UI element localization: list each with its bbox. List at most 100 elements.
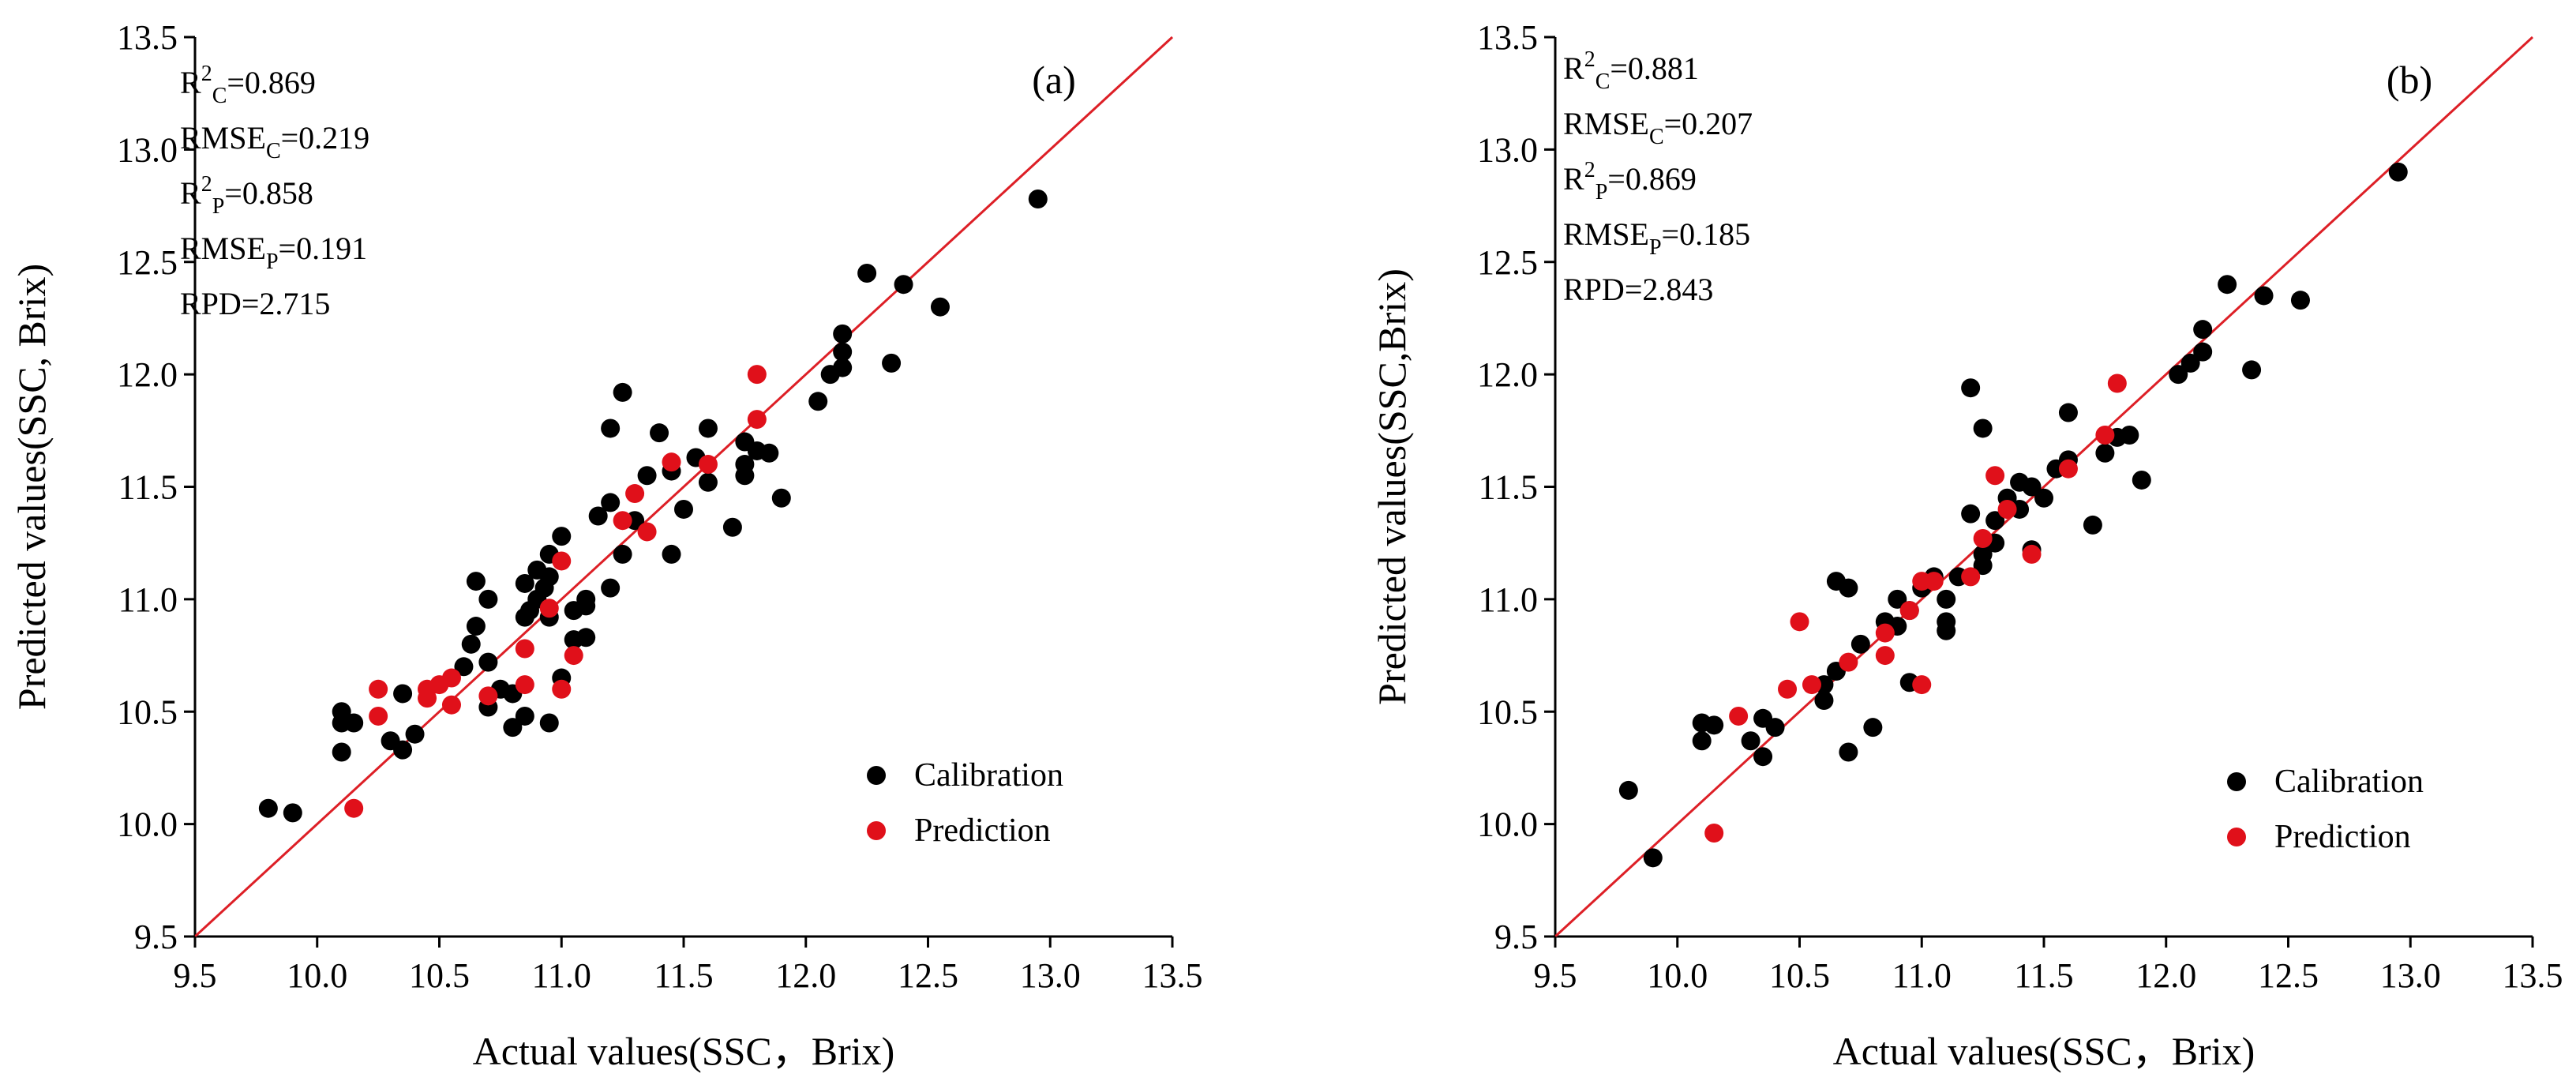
prediction-point [564,646,583,666]
calibration-point [539,713,559,733]
y-axis-title: Predicted values(SSC, Brix) [9,264,54,710]
calibration-point [2193,342,2213,362]
stat-base: R [1563,161,1584,197]
calibration-point [283,803,302,823]
calibration-point [1028,190,1048,209]
prediction-point [1924,572,1944,591]
prediction-point [478,686,498,706]
prediction-point [625,484,645,504]
y-tick-label: 9.5 [1494,918,1538,956]
calibration-point [539,567,559,587]
calibration-point [613,544,632,564]
prediction-point [515,675,534,695]
prediction-point [613,511,632,531]
calibration-point [1839,742,1858,762]
stat-base: R [1563,51,1584,86]
stat-base: R [180,175,201,211]
x-tick-label: 9.5 [174,956,217,995]
y-tick-label: 13.5 [1477,18,1538,57]
prediction-point [441,695,461,715]
stat-value: =0.869 [1607,161,1697,197]
calibration-point [2034,488,2053,508]
calibration-point [2218,275,2237,295]
y-tick-label: 10.5 [117,693,178,731]
calibration-point [405,724,425,744]
legend-marker-prediction [2227,828,2246,846]
calibration-point [2022,477,2042,497]
x-tick-label: 10.5 [1769,956,1830,995]
calibration-point [1985,511,2005,531]
calibration-point [332,702,351,722]
calibration-point [552,527,572,546]
calibration-point [2132,470,2151,490]
x-tick-label: 9.5 [1534,956,1577,995]
y-tick-label: 11.5 [1479,468,1538,507]
legend-label: Prediction [2274,819,2411,855]
calibration-point [2120,426,2139,445]
calibration-point [2290,291,2310,310]
stat-sup: 2 [201,172,212,197]
stat-value: =0.185 [1662,216,1751,252]
x-tick-label: 11.5 [654,956,713,995]
calibration-point [461,634,481,654]
calibration-point [833,358,853,377]
panel-a: 9.5 10.0 10.5 11.0 11.5 12.0 12.5 13.0 13.5 9.5 10… [9,18,1203,1073]
legend-marker-calibration [2227,772,2246,791]
prediction-point [441,668,461,688]
legend-label: Prediction [914,813,1051,849]
calibration-point [833,342,853,362]
y-tick-label: 12.0 [117,355,178,394]
prediction-point [698,455,718,475]
x-tick-label: 13.0 [2380,956,2441,995]
reference-line [1554,36,2534,938]
calibration-point [332,742,351,762]
calibration-point [833,324,853,343]
prediction-point [1839,652,1858,672]
legend-label: Calibration [914,757,1063,794]
stat-value: =0.881 [1610,51,1699,86]
stat-value: =0.858 [224,175,313,211]
calibration-point [466,617,486,636]
calibration-point [613,382,632,402]
calibration-point [2083,515,2102,535]
y-tick-label: 12.5 [1477,243,1538,282]
prediction-point [2058,459,2078,479]
x-tick-label: 13.5 [2503,956,2563,995]
calibration-point [2193,320,2213,340]
stat-base: RPD [1563,272,1625,307]
panel-label: (a) [1032,58,1076,102]
calibration-point [1961,504,1981,524]
stat-sup: 2 [1584,47,1595,72]
calibration-point [637,466,657,486]
prediction-point [1997,499,2017,519]
calibration-point [393,684,413,704]
prediction-point [1704,824,1724,843]
calibration-point [515,573,534,593]
y-tick-label: 12.5 [117,243,178,282]
calibration-point [601,419,621,438]
x-tick-label: 12.5 [2258,956,2319,995]
calibration-point [674,499,693,519]
stat-sub: C [266,139,281,163]
calibration-point [1973,556,1993,576]
stat-annotation: RMSEC=0.207 [1563,106,1753,149]
calibration-point [771,488,791,508]
calibration-point [882,353,902,373]
calibration-point [588,506,608,526]
calibration-point [344,713,364,733]
calibration-point [1850,634,1870,654]
x-tick-label: 12.5 [898,956,958,995]
stat-value: =0.219 [281,120,370,156]
calibration-point [601,578,621,598]
stat-annotation: RMSEP=0.191 [180,231,367,274]
calibration-point [808,392,828,411]
legend-marker-calibration [867,766,886,785]
legend-label: Calibration [2274,764,2424,800]
calibration-point [662,544,681,564]
calibration-point [650,423,669,443]
calibration-point [1753,747,1773,767]
y-tick-label: 13.0 [117,130,178,169]
prediction-point [637,522,657,542]
prediction-point [662,452,681,472]
